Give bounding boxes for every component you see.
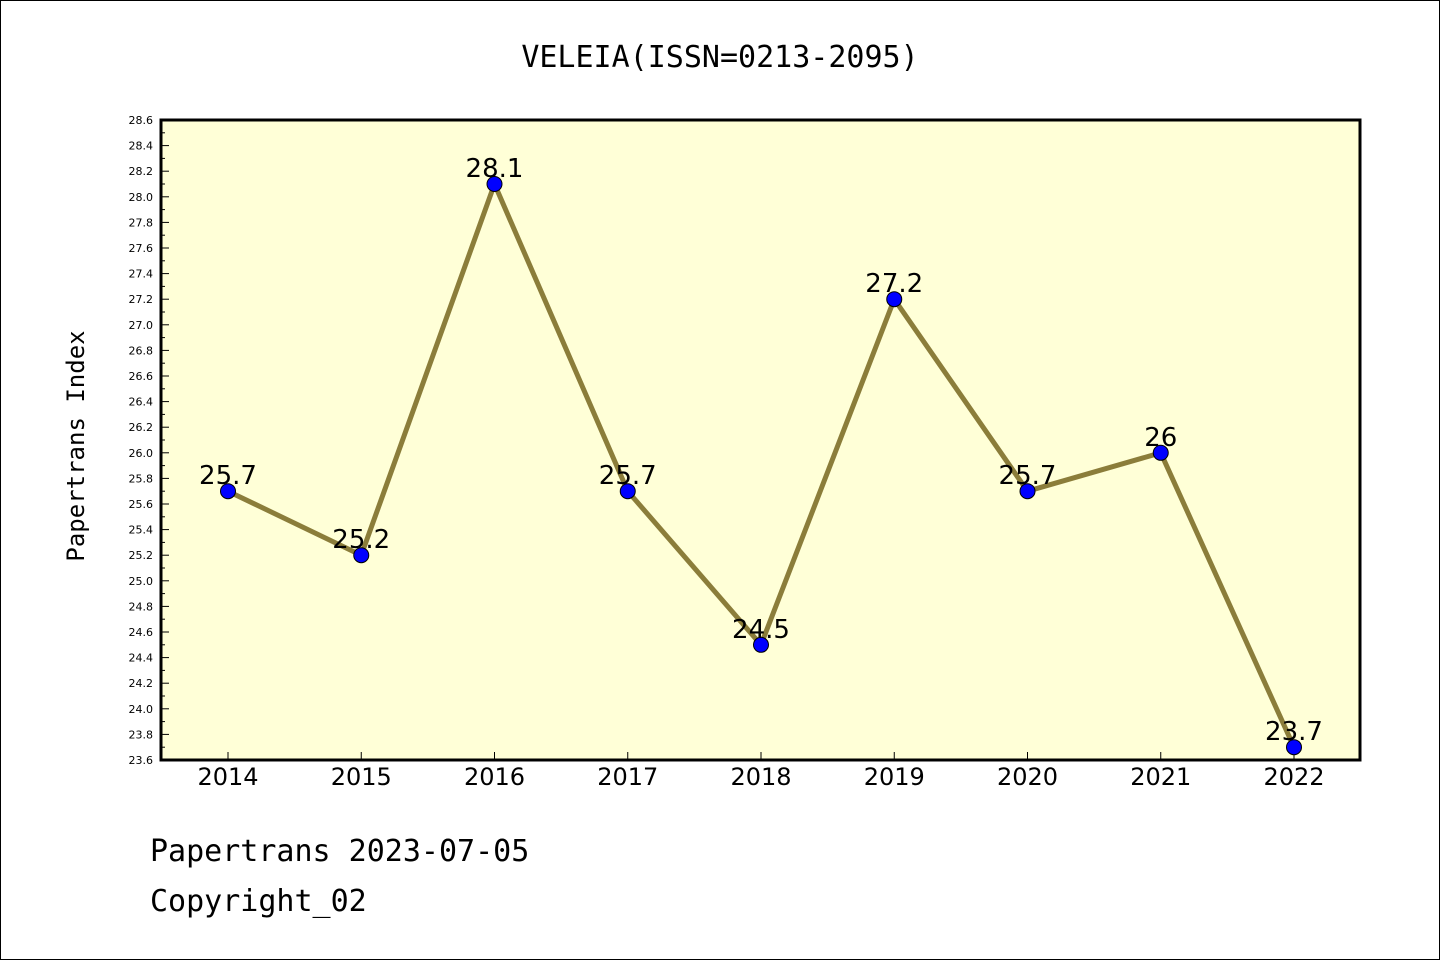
data-point	[220, 483, 236, 500]
y-tick-label: 24.2	[129, 677, 154, 690]
y-tick-label: 25.6	[129, 498, 154, 511]
data-point	[1152, 444, 1169, 461]
data-label: 25.7	[199, 461, 257, 491]
y-tick-label: 27.2	[129, 293, 154, 306]
y-tick-label: 27.8	[129, 216, 154, 229]
plot-area	[161, 120, 1360, 760]
y-tick-label: 27.4	[129, 268, 154, 281]
y-tick-label: 24.4	[129, 652, 154, 665]
x-tick-label: 2015	[331, 763, 392, 791]
y-tick-label: 26.2	[129, 421, 154, 434]
data-label: 25.2	[332, 525, 390, 555]
y-tick-label: 28.2	[129, 165, 154, 178]
y-tick-label: 24.8	[129, 600, 154, 613]
y-tick-label: 28.6	[129, 114, 154, 127]
data-point	[753, 636, 769, 653]
x-tick-label: 2020	[997, 763, 1058, 791]
footer-copyright-line: Copyright_02	[150, 884, 367, 919]
y-tick-label: 28.4	[129, 140, 154, 153]
x-tick-label: 2018	[730, 763, 791, 791]
x-tick-label: 2016	[464, 763, 525, 791]
y-tick-label: 26.0	[129, 447, 154, 460]
data-point	[619, 483, 636, 500]
data-label: 23.7	[1265, 717, 1323, 747]
data-label: 26	[1144, 423, 1177, 453]
x-tick-label: 2021	[1130, 763, 1191, 791]
x-tick-label: 2022	[1263, 763, 1324, 791]
data-label: 24.5	[732, 615, 790, 645]
y-tick-label: 27.0	[129, 319, 154, 332]
y-tick-label: 28.0	[129, 191, 154, 204]
x-tick-label: 2019	[864, 763, 925, 791]
chart-title: VELEIA(ISSN=0213-2095)	[521, 40, 918, 75]
y-tick-label: 25.2	[129, 549, 154, 562]
y-tick-label: 25.4	[129, 524, 154, 537]
y-tick-label: 25.0	[129, 575, 154, 588]
y-tick-label: 26.4	[129, 396, 154, 409]
y-tick-label: 27.6	[129, 242, 154, 255]
data-point	[1019, 483, 1036, 500]
data-label: 25.7	[599, 461, 657, 491]
data-point	[886, 291, 903, 308]
data-label: 25.7	[999, 461, 1057, 491]
y-axis: 23.6 23.8 24.0 24.2 24.4 24.6 24.8 25.0 25.2 25.4…	[129, 114, 169, 767]
data-label: 28.1	[466, 154, 524, 184]
footer-date-line: Papertrans 2023-07-05	[150, 834, 530, 869]
y-tick-label: 25.8	[129, 472, 154, 485]
y-tick-label: 26.8	[129, 344, 154, 357]
x-tick-label: 2014	[197, 763, 258, 791]
data-point	[1286, 739, 1302, 756]
y-axis-label: Papertrans Index	[62, 330, 90, 561]
y-tick-label: 23.8	[129, 728, 154, 741]
data-point	[486, 176, 503, 192]
data-series: 25.7 25.2 28.1 25.7 24.5 27.2 25.7 26 23.7	[199, 154, 1323, 756]
y-tick-label: 24.0	[129, 703, 154, 716]
y-tick-label: 24.6	[129, 626, 154, 639]
x-axis: 2014 2015 2016 2017 2018 2019 2020 2021 2022	[197, 752, 1325, 791]
x-tick-label: 2017	[597, 763, 658, 791]
plot-border	[159, 118, 1362, 762]
y-tick-label: 26.6	[129, 370, 154, 383]
data-label: 27.2	[865, 269, 923, 299]
y-tick-label: 23.6	[129, 754, 154, 767]
data-point	[353, 547, 370, 564]
